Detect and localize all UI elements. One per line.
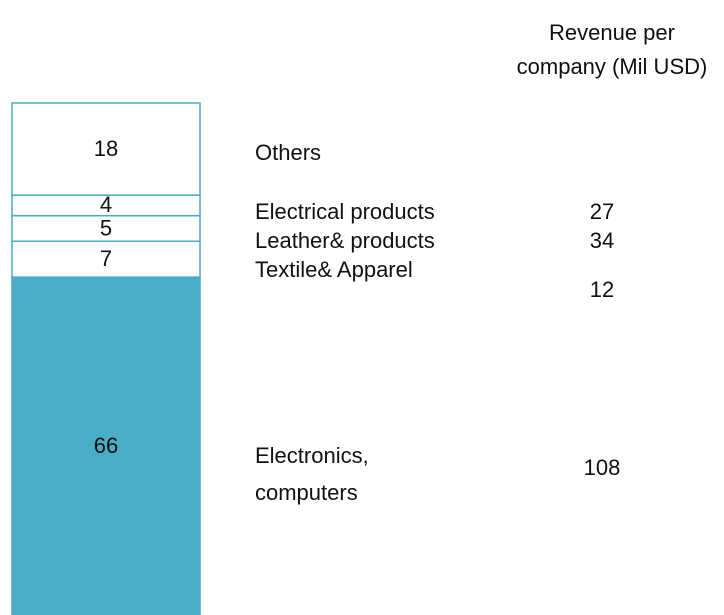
category-label: Leather& products <box>255 228 435 253</box>
data-label: 18 <box>94 136 118 161</box>
bar-segment <box>11 276 201 615</box>
category-label: Textile& Apparel <box>255 257 413 282</box>
data-label: 5 <box>100 215 112 240</box>
revenue-label: 27 <box>589 199 615 224</box>
revenue-header: Revenue per company (Mil USD) <box>516 20 708 79</box>
revenue-label: 108 <box>583 455 621 480</box>
data-label: 7 <box>100 246 112 271</box>
revenue-label: 34 <box>589 228 615 253</box>
category-label: Electronics, computers <box>255 443 369 505</box>
data-label: 4 <box>100 192 112 217</box>
bar-segment <box>11 102 201 196</box>
data-label: 66 <box>94 433 118 458</box>
revenue-label: 12 <box>589 277 615 302</box>
category-label: Electrical products <box>255 199 435 224</box>
category-label: Others <box>255 140 322 165</box>
